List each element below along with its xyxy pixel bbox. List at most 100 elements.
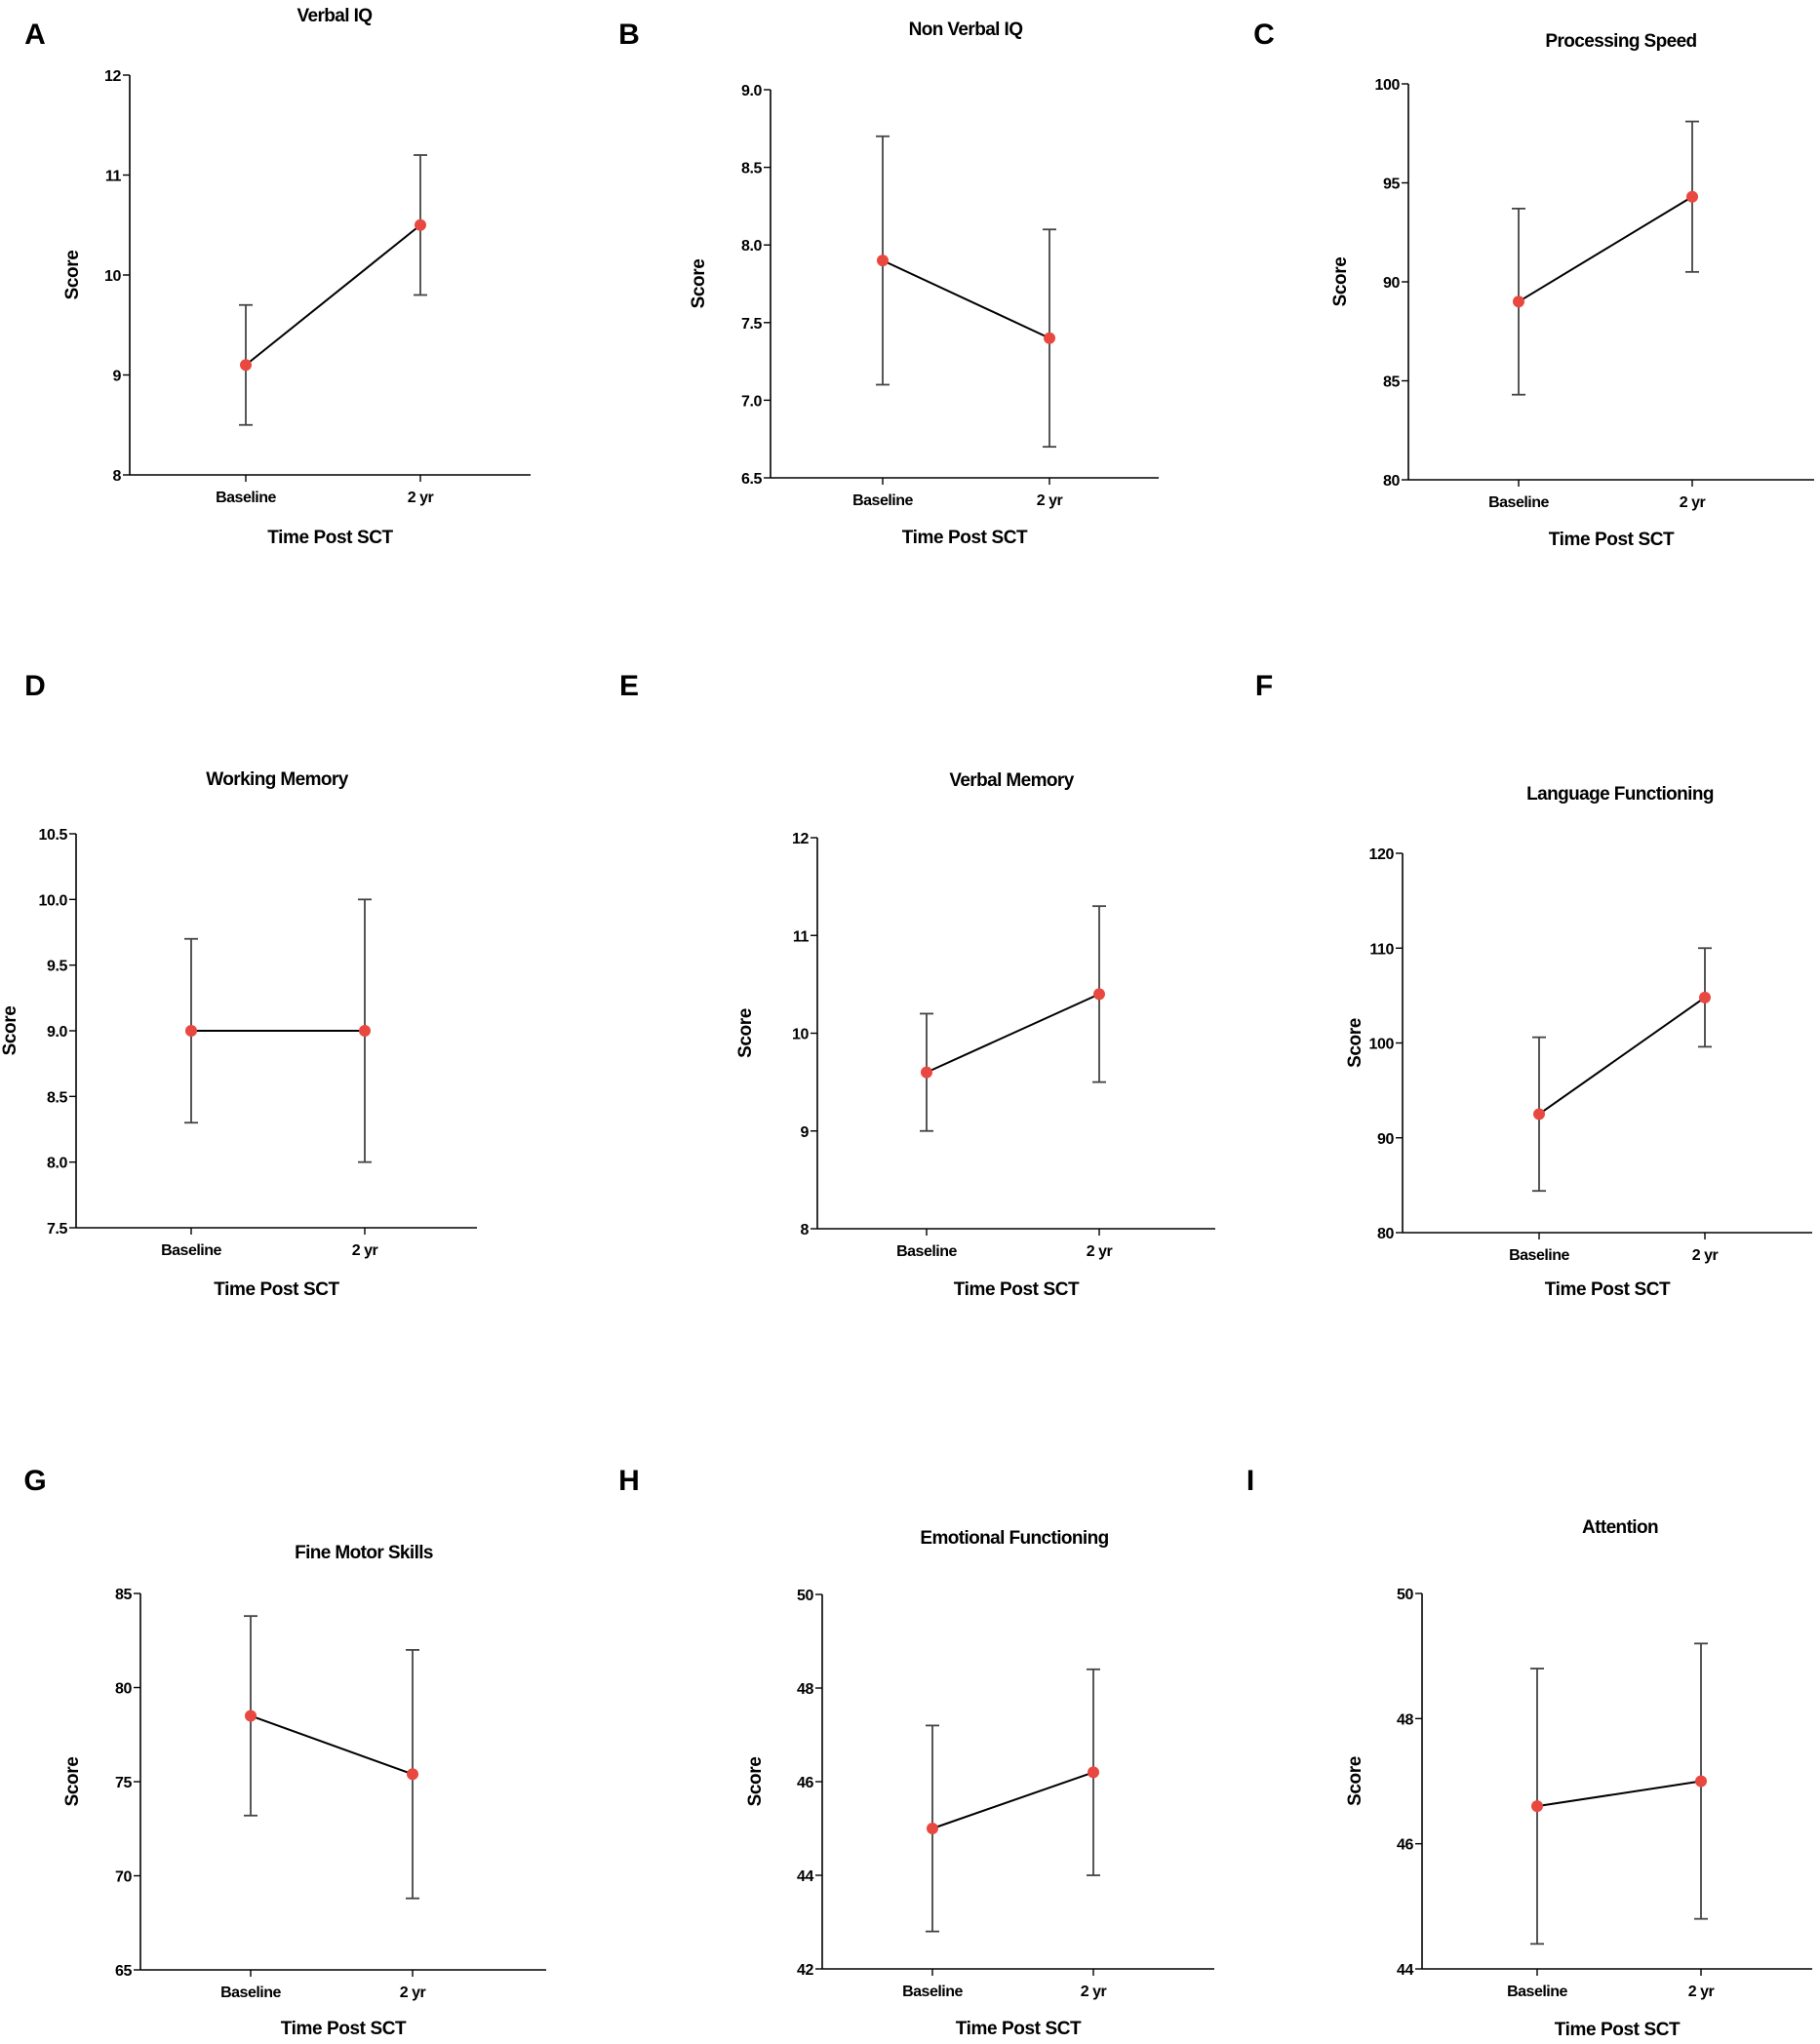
series-line xyxy=(926,993,1100,1074)
data-point xyxy=(1686,190,1698,203)
series-line xyxy=(931,1771,1094,1829)
data-point xyxy=(877,255,889,267)
panel-letter: F xyxy=(1255,670,1273,702)
panel-letter: B xyxy=(618,19,640,51)
x-tick-label: 2 yr xyxy=(352,1242,378,1259)
y-tick-label: 10 xyxy=(792,1027,809,1043)
chart-panel-c: C Processing Speed 80 85 90 95 100 Baseline 2 yr… xyxy=(1253,19,1814,550)
data-point xyxy=(245,1710,257,1722)
chart-panel-e: E Verbal Memory 8 9 10 11 12 Baseline 2 yr Time P… xyxy=(619,670,1215,1300)
y-tick-label: 8.5 xyxy=(47,1089,68,1106)
x-tick-label: Baseline xyxy=(1509,1247,1569,1264)
y-tick-label: 80 xyxy=(1377,1226,1394,1242)
panel-letter: G xyxy=(23,1465,46,1497)
y-tick-label: 65 xyxy=(115,1963,132,1980)
chart-title: Fine Motor Skills xyxy=(295,1543,433,1563)
panel-letter: C xyxy=(1253,19,1275,51)
data-point xyxy=(1044,332,1055,344)
chart-panel-b: B Non Verbal IQ 6.5 7.0 7.5 8.0 8.5 9.0 Baseline… xyxy=(618,19,1159,548)
y-axis-label: Score xyxy=(745,1757,766,1807)
y-tick-label: 48 xyxy=(797,1681,813,1698)
y-tick-label: 80 xyxy=(115,1681,132,1698)
panel-letter: I xyxy=(1246,1465,1254,1497)
y-axis-label: Score xyxy=(1330,257,1351,307)
data-point xyxy=(1513,295,1524,308)
chart-panel-g: G Fine Motor Skills 65 70 75 80 85 Baseline 2 yr… xyxy=(23,1465,546,2039)
chart-title: Verbal IQ xyxy=(297,6,373,26)
y-tick-label: 9.0 xyxy=(47,1024,68,1041)
x-tick-label: Baseline xyxy=(216,490,276,506)
y-tick-label: 100 xyxy=(1375,77,1401,94)
series-line xyxy=(882,259,1050,339)
y-tick-label: 10 xyxy=(104,268,121,285)
panel-letter: D xyxy=(24,670,46,702)
chart-panel-i: I Attention 44 46 48 50 Baseline 2 yr Time Post … xyxy=(1246,1465,1812,2040)
chart-title: Language Functioning xyxy=(1526,784,1714,805)
data-point xyxy=(1699,991,1711,1003)
y-tick-label: 85 xyxy=(115,1587,132,1603)
x-tick-label: Baseline xyxy=(1507,1984,1567,2000)
y-tick-label: 46 xyxy=(1397,1837,1413,1854)
x-tick-label: 2 yr xyxy=(400,1985,426,2001)
data-point xyxy=(927,1823,938,1834)
x-tick-label: 2 yr xyxy=(1692,1247,1719,1264)
y-tick-label: 7.5 xyxy=(47,1221,68,1238)
y-tick-label: 50 xyxy=(1397,1587,1413,1603)
y-axis-label: Score xyxy=(735,1008,756,1058)
y-tick-label: 7.5 xyxy=(741,316,763,333)
panel-letter: A xyxy=(24,19,46,51)
x-tick-label: 2 yr xyxy=(1037,492,1063,509)
y-axis-label: Score xyxy=(1345,1756,1365,1806)
y-tick-label: 9.5 xyxy=(47,959,68,975)
y-tick-label: 100 xyxy=(1369,1037,1395,1053)
x-axis-label: Time Post SCT xyxy=(214,1279,339,1300)
x-axis-label: Time Post SCT xyxy=(267,528,393,548)
x-tick-label: Baseline xyxy=(1488,494,1549,511)
y-tick-label: 11 xyxy=(793,928,810,945)
series-line xyxy=(1538,997,1706,1116)
y-tick-label: 90 xyxy=(1377,1131,1394,1148)
panel-letter: H xyxy=(618,1465,640,1497)
x-axis-label: Time Post SCT xyxy=(1545,1279,1671,1300)
y-tick-label: 46 xyxy=(797,1775,813,1791)
y-tick-label: 8 xyxy=(113,468,122,485)
x-axis-label: Time Post SCT xyxy=(956,2019,1082,2039)
y-tick-label: 8.0 xyxy=(741,238,763,255)
series-line xyxy=(245,223,421,367)
data-point xyxy=(921,1066,932,1079)
y-tick-label: 8 xyxy=(801,1222,810,1238)
panel-letter: E xyxy=(619,670,639,702)
y-tick-label: 12 xyxy=(792,831,809,847)
y-tick-label: 85 xyxy=(1383,374,1400,391)
chart-title: Emotional Functioning xyxy=(920,1528,1108,1549)
x-tick-label: 2 yr xyxy=(1680,494,1706,511)
y-tick-label: 11 xyxy=(105,169,122,185)
x-tick-label: 2 yr xyxy=(1087,1243,1113,1260)
x-axis-label: Time Post SCT xyxy=(1555,2020,1681,2040)
x-tick-label: 2 yr xyxy=(1688,1984,1715,2000)
y-tick-label: 9 xyxy=(113,369,122,385)
y-tick-label: 10.5 xyxy=(38,827,67,844)
data-point xyxy=(1093,988,1105,1001)
data-point xyxy=(185,1025,197,1037)
data-point xyxy=(1695,1775,1707,1788)
x-axis-label: Time Post SCT xyxy=(281,2019,407,2039)
y-tick-label: 44 xyxy=(797,1868,813,1885)
chart-title: Working Memory xyxy=(206,769,348,790)
y-tick-label: 6.5 xyxy=(741,471,763,488)
x-tick-label: Baseline xyxy=(161,1242,221,1259)
y-tick-label: 9.0 xyxy=(741,83,763,99)
y-tick-label: 44 xyxy=(1397,1962,1413,1979)
x-tick-label: Baseline xyxy=(220,1985,281,2001)
x-axis-label: Time Post SCT xyxy=(902,528,1028,548)
y-tick-label: 120 xyxy=(1369,846,1395,863)
x-axis-label: Time Post SCT xyxy=(954,1279,1080,1300)
chart-panel-d: D Working Memory 7.5 8.0 8.5 9.0 9.5 10.0 10.5 Ba… xyxy=(0,670,477,1300)
y-tick-label: 50 xyxy=(797,1588,813,1604)
chart-title: Processing Speed xyxy=(1545,31,1696,52)
x-axis-label: Time Post SCT xyxy=(1549,530,1675,550)
series-line xyxy=(1536,1780,1702,1808)
y-tick-label: 90 xyxy=(1383,275,1400,292)
y-tick-label: 110 xyxy=(1369,941,1394,958)
